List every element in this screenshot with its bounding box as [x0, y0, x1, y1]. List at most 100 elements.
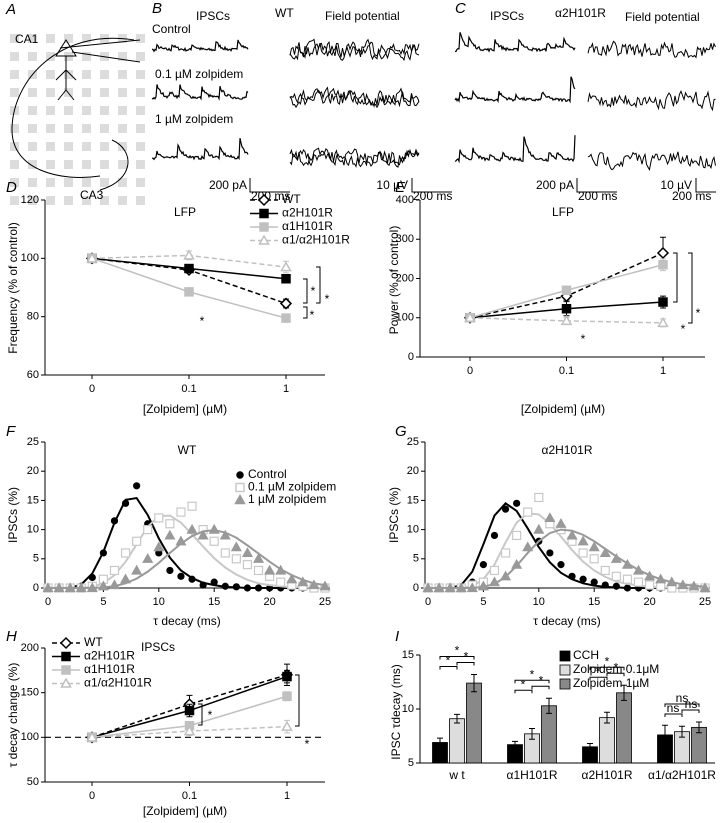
- grid-square: [82, 196, 91, 205]
- data-point: [657, 316, 669, 328]
- x-tick-label: 1: [660, 365, 666, 377]
- legend-label: α1/α2H101R: [282, 233, 350, 247]
- data-point: [500, 548, 511, 558]
- grid-square: [136, 34, 145, 43]
- data-point: [219, 529, 231, 540]
- error-bar: [437, 737, 443, 748]
- grid-square: [64, 178, 73, 187]
- grid-square: [46, 160, 55, 169]
- grid-square: [82, 124, 91, 133]
- ipsc-trace: [454, 76, 576, 104]
- legend-label: α2H101R: [84, 649, 135, 663]
- y-tick-label: 80: [27, 311, 39, 323]
- grid-square: [64, 106, 73, 115]
- data-point: [187, 501, 197, 511]
- data-point: [242, 560, 253, 570]
- grid-square: [136, 124, 145, 133]
- data-point: [577, 535, 589, 546]
- data-point: [254, 584, 263, 592]
- legend-label: Zolpidem 1µM: [573, 676, 649, 690]
- grid-square: [46, 88, 55, 97]
- grid-square: [82, 88, 91, 97]
- y-tick-label: 20: [27, 465, 39, 477]
- scale-label: 200 ms: [672, 189, 711, 203]
- y-tick-label: 15: [407, 494, 419, 506]
- data-point: [688, 580, 700, 591]
- x-tick-label: 20: [263, 596, 275, 608]
- chart-title: LFP: [552, 205, 574, 219]
- grid-square: [82, 178, 91, 187]
- data-point: [230, 541, 242, 552]
- data-point: [232, 583, 240, 591]
- ipsc-trace: [454, 32, 576, 53]
- panel-label: C: [455, 0, 466, 17]
- legend-label: 0.1 µM zolpidem: [248, 480, 336, 494]
- significance-label: *: [325, 292, 330, 306]
- field-trace: [289, 40, 420, 61]
- data-point: [600, 565, 610, 576]
- significance-bracket: [673, 252, 693, 324]
- data-point: [252, 553, 265, 563]
- ipsc-trace: [151, 84, 249, 101]
- data-point: [422, 582, 434, 593]
- data-point: [533, 523, 545, 534]
- x-tick-label: 25: [319, 596, 331, 608]
- data-point: [243, 584, 252, 592]
- x-tick-label: 0.1: [182, 790, 197, 802]
- x-axis-label: τ decay (ms): [153, 614, 220, 628]
- grid-square: [136, 160, 145, 169]
- chart-title: WT: [178, 443, 197, 457]
- data-point: [110, 517, 119, 525]
- data-point: [308, 579, 320, 590]
- y-axis-label: τ decay change (%): [6, 663, 20, 768]
- data-point: [99, 549, 108, 557]
- significance-label: *: [310, 308, 315, 322]
- significance-label: *: [200, 314, 205, 328]
- significance-label: *: [681, 322, 686, 336]
- panel-label: H: [6, 628, 17, 645]
- data-point: [500, 570, 512, 581]
- grid-square: [82, 160, 91, 169]
- grid-square: [64, 34, 73, 43]
- x-axis-label: [Zolpidem] (µM): [143, 804, 227, 818]
- data-point: [86, 582, 98, 593]
- scale-bar: [249, 178, 716, 193]
- data-point: [153, 541, 165, 552]
- legend-label: WT: [84, 635, 103, 649]
- grid-square: [136, 196, 145, 205]
- y-axis-label: IPSCs (%): [6, 487, 20, 543]
- y-tick-label: 5: [33, 553, 39, 565]
- significance-label: *: [464, 650, 469, 664]
- significance-label: *: [596, 664, 601, 678]
- data-point: [184, 287, 194, 297]
- grid-square: [10, 124, 19, 133]
- grid-square: [64, 124, 73, 133]
- data-point: [210, 578, 218, 586]
- grid-square: [46, 124, 55, 133]
- y-axis-label: Power (% of control): [387, 226, 401, 335]
- data-point: [53, 582, 65, 593]
- grid-square: [82, 142, 91, 151]
- legend-marker: [258, 234, 270, 245]
- grid-square: [10, 196, 19, 205]
- data-point: [131, 564, 143, 575]
- scale-label: 200 pA: [536, 178, 574, 192]
- data-point: [546, 549, 554, 557]
- data-point: [319, 580, 331, 591]
- trace-title: IPSCs: [490, 9, 524, 23]
- significance-label: *: [539, 673, 544, 687]
- x-tick-label: 15: [208, 596, 220, 608]
- legend-swatch: [559, 664, 571, 676]
- data-point: [568, 572, 576, 580]
- x-tick-label: 10: [533, 596, 545, 608]
- data-point: [121, 499, 130, 507]
- genotype: WT: [275, 6, 294, 20]
- grid-square: [100, 88, 109, 97]
- data-point: [175, 535, 187, 546]
- error-bar: [471, 673, 477, 693]
- error-bar: [621, 684, 627, 701]
- x-tick-label: 0: [45, 596, 51, 608]
- data-point: [655, 573, 667, 584]
- grid-square: [136, 52, 145, 61]
